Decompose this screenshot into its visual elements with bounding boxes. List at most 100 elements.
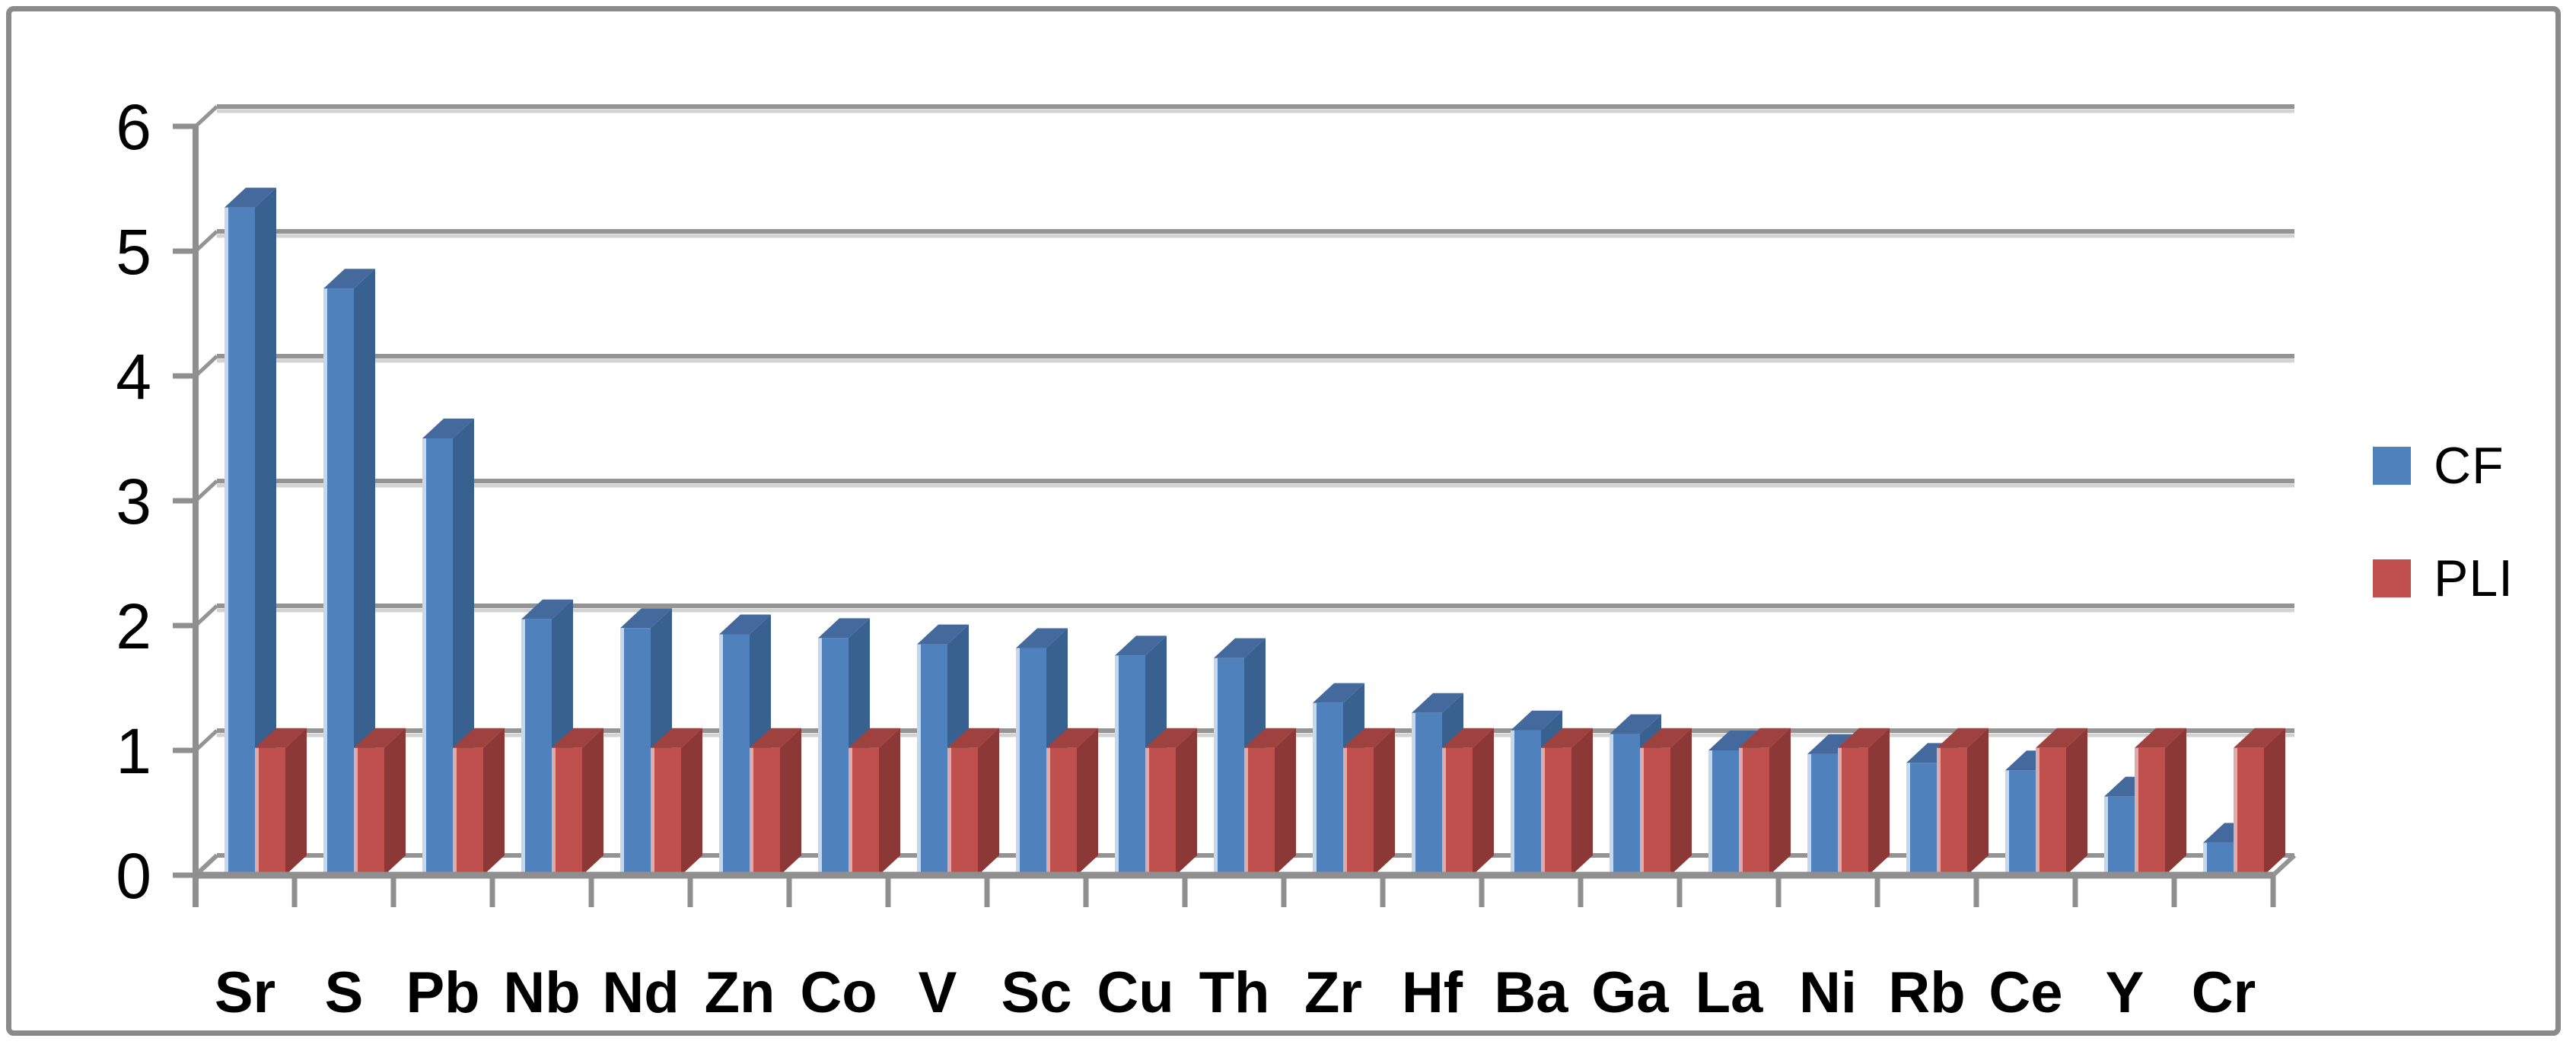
bar-top-cf-ga [1610,714,1661,734]
bar-highlight-cf-v [917,644,921,875]
bar-cf-v [917,644,947,875]
x-category-label-pb: Pb [406,960,479,1025]
bar-side-pli-sr [285,728,307,875]
bar-cf-ce [2005,770,2036,875]
legend-item-pli: PLI [2373,543,2514,613]
wall-depth-connector-1 [194,729,218,752]
bar-highlight-pli-cr [2234,747,2237,875]
y-axis-label-2: 2 [116,591,151,662]
x-category-label-v: V [919,960,957,1025]
bar-top-cf-zr [1313,683,1364,703]
bar-highlight-cf-zr [1313,702,1317,875]
bar-top-pli-v [947,728,999,748]
bar-highlight-cf-ni [1807,753,1811,875]
bar-side-pli-ba [1571,728,1593,875]
bar-cf-co [818,638,849,875]
bar-highlight-cf-ga [1610,734,1613,875]
bar-top-pli-cu [1145,728,1197,748]
x-category-label-co: Co [800,960,877,1025]
bar-pli-th [1244,747,1275,875]
bar-top-cf-pb [422,419,474,438]
bar-highlight-pli-cu [1145,747,1149,875]
x-category-label-rb: Rb [1888,960,1965,1025]
wall-depth-connector-4 [194,355,218,377]
bar-top-pli-pb [453,728,505,748]
bar-highlight-pli-ce [2036,747,2039,875]
bar-highlight-cf-co [818,638,822,875]
bar-cf-y [2104,796,2135,875]
bar-top-pli-co [849,728,900,748]
bar-top-pli-ba [1541,728,1593,748]
y-axis-label-5: 5 [116,216,151,288]
x-category-label-nd: Nd [602,960,679,1025]
bar-top-cf-hf [1412,693,1463,713]
bar-cf-s [323,288,354,875]
bar-cf-cr [2203,842,2234,875]
bar-top-cf-nd [620,608,672,629]
bar-pli-hf [1442,747,1473,875]
bar-highlight-cf-th [1214,658,1218,875]
bar-side-pli-ni [1868,728,1890,875]
bar-cf-la [1708,750,1739,875]
y-axis-label-1: 1 [116,715,151,787]
bar-pli-s [354,747,384,875]
bar-pli-nb [552,747,582,875]
bar-highlight-pli-zn [750,747,753,875]
bar-top-pli-ni [1838,728,1890,748]
bar-top-pli-th [1244,728,1296,748]
x-category-label-ce: Ce [1989,960,2062,1025]
y-axis-label-3: 3 [116,466,151,537]
pli-series-label: PLI [2434,549,2514,607]
bar-cf-pb [422,438,453,875]
bar-highlight-pli-th [1244,747,1248,875]
legend-item-cf: CF [2373,431,2514,501]
x-category-label-sc: Sc [1001,960,1072,1025]
bar-top-cf-co [818,618,870,639]
bar-highlight-pli-ni [1838,747,1842,875]
bar-highlight-cf-cu [1115,655,1119,875]
bar-top-cf-sr [224,187,276,208]
x-category-label-la: La [1696,960,1763,1025]
bar-highlight-cf-y [2104,796,2108,875]
bar-pli-pb [453,747,483,875]
bar-cf-zr [1313,702,1343,875]
bar-top-pli-zn [750,728,801,748]
bar-top-cf-v [917,624,969,645]
wall-depth-connector-3 [194,479,218,502]
x-category-label-sr: Sr [215,960,275,1025]
bar-cf-ni [1807,753,1838,875]
x-category-label-zr: Zr [1304,960,1362,1025]
bar-side-pli-nb [582,728,603,875]
bar-highlight-pli-la [1739,747,1743,875]
bar-pli-ga [1640,747,1670,875]
x-category-label-ba: Ba [1494,960,1568,1025]
bar-pli-cr [2234,747,2264,875]
bar-side-pli-la [1769,728,1791,875]
x-category-label-nb: Nb [503,960,580,1025]
bar-pli-y [2135,747,2165,875]
bar-side-pli-co [879,728,900,875]
bar-cf-th [1214,658,1244,875]
bar-side-pli-sc [1077,728,1098,875]
bar-top-pli-zr [1343,728,1395,748]
bar-side-pli-s [384,728,406,875]
bar-cf-zn [719,634,750,875]
bar-pli-zn [750,747,780,875]
bar-pli-ce [2036,747,2066,875]
bar-side-pli-th [1275,728,1296,875]
bar-top-pli-cr [2234,728,2285,748]
bar-top-pli-rb [1937,728,1989,748]
bar-top-cf-th [1214,638,1266,658]
bar-side-pli-v [978,728,999,875]
bar-highlight-cf-sr [224,207,228,876]
bar-side-pli-pb [483,728,505,875]
bar-pli-nd [651,747,681,875]
bar-highlight-pli-ga [1640,747,1644,875]
bar-pli-ba [1541,747,1571,875]
bar-top-pli-ce [2036,728,2087,748]
x-category-label-s: S [325,960,364,1025]
bar-highlight-pli-y [2135,747,2138,875]
bar-highlight-pli-ba [1541,747,1545,875]
